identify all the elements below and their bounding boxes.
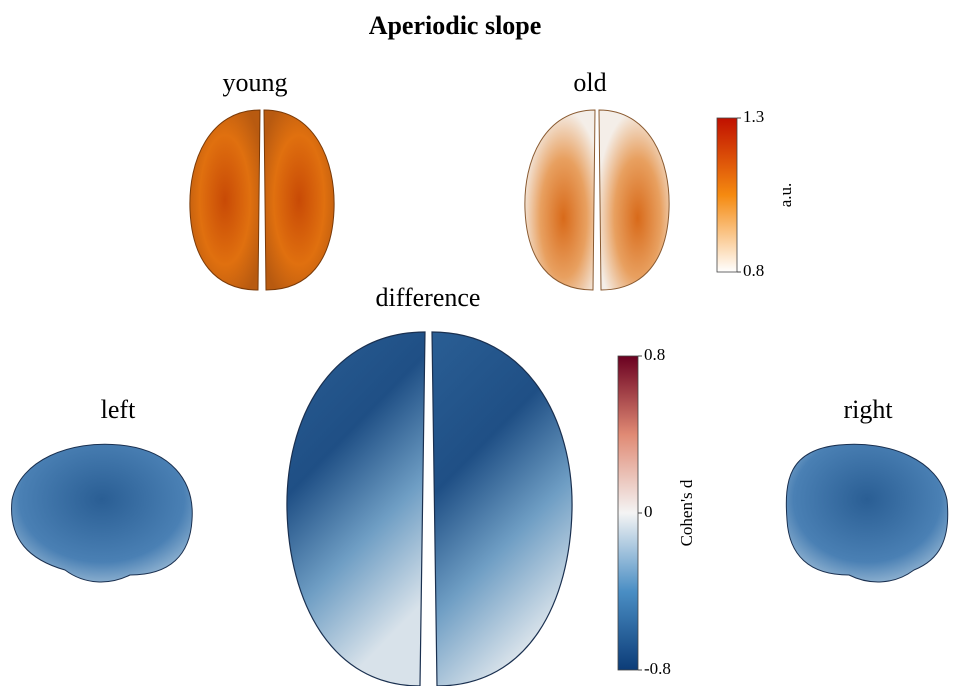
colorbar-label: Cohen's d (677, 479, 696, 546)
panel-label: left (101, 395, 136, 424)
panel-label: old (573, 68, 606, 97)
colorbar-tick-label: 0 (644, 502, 653, 521)
panel-label: difference (376, 283, 481, 312)
brain-old (524, 109, 670, 291)
colorbar-tick-label: 0.8 (743, 261, 764, 280)
brain-left (11, 443, 193, 583)
colorbar-label: a.u. (776, 183, 795, 208)
panel-label: right (843, 395, 893, 424)
panel-label: young (223, 68, 288, 97)
colorbar-tick-label: 1.3 (743, 107, 764, 126)
colorbar (617, 355, 639, 671)
brain-difference (286, 331, 573, 686)
colorbar-tick-label: 0.8 (644, 345, 665, 364)
brain-young (189, 109, 335, 291)
colorbar (716, 117, 738, 273)
title: Aperiodic slope (369, 11, 542, 40)
colorbar-tick-label: -0.8 (644, 659, 671, 678)
brain-right (785, 443, 949, 583)
